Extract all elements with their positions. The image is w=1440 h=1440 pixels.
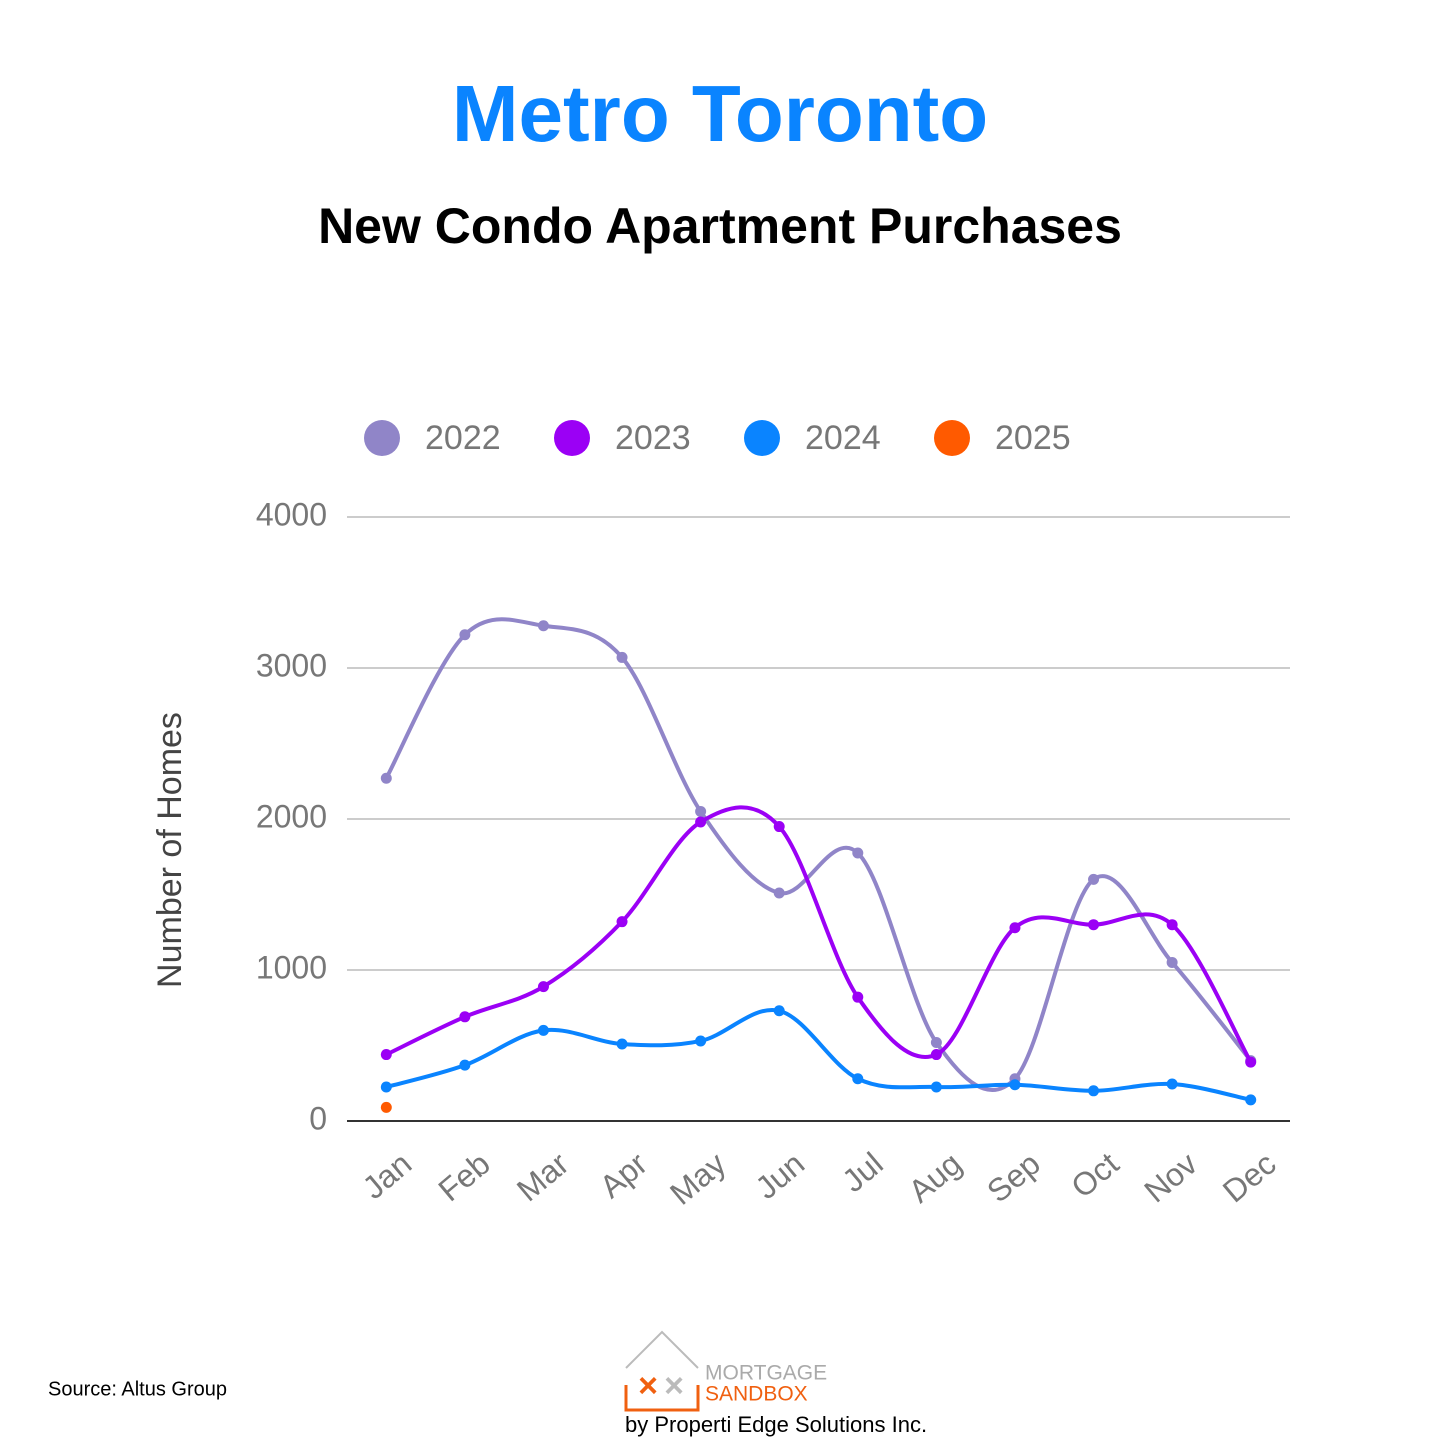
legend-label: 2022 <box>425 419 501 457</box>
data-point <box>1245 1094 1257 1106</box>
logo-mark: × <box>638 1367 658 1405</box>
x-tick-label: Aug <box>902 1145 969 1209</box>
chart-title: Metro Toronto <box>452 69 988 158</box>
x-tick-label: Oct <box>1064 1145 1125 1205</box>
data-point <box>1009 1079 1021 1091</box>
data-point <box>1088 873 1100 885</box>
source: Source: Altus Group <box>48 1378 227 1400</box>
x-tick-label: Sep <box>980 1145 1047 1209</box>
data-point <box>537 981 549 993</box>
x-tick-label: Feb <box>431 1145 496 1208</box>
x-tick-label: May <box>663 1145 732 1211</box>
y-tick-label: 4000 <box>256 496 327 532</box>
x-tick-label: Apr <box>593 1145 655 1205</box>
x-tick-label: Mar <box>510 1145 576 1208</box>
x-tick-label: Nov <box>1137 1145 1204 1209</box>
data-point <box>1009 922 1021 934</box>
data-point <box>616 916 628 928</box>
data-point <box>380 1049 392 1061</box>
data-point <box>695 805 707 817</box>
logo-mark: × <box>664 1367 684 1405</box>
data-point <box>459 629 471 641</box>
y-tick-label: 3000 <box>256 647 327 683</box>
legend-swatch <box>554 420 590 456</box>
legend-swatch <box>364 420 400 456</box>
data-point <box>930 1036 942 1048</box>
data-point <box>1166 1078 1178 1090</box>
y-tick-label: 0 <box>309 1100 327 1136</box>
data-point <box>1088 919 1100 931</box>
data-point <box>695 816 707 828</box>
series <box>380 617 1257 1092</box>
data-point <box>1166 919 1178 931</box>
series-line <box>385 805 1253 1064</box>
y-tick-label: 1000 <box>256 949 327 985</box>
data-point <box>1166 956 1178 968</box>
x-tick-label: Jan <box>356 1145 419 1206</box>
data-point <box>930 1081 942 1093</box>
data-point <box>1245 1056 1257 1068</box>
data-point <box>459 1011 471 1023</box>
data-point <box>695 1035 707 1047</box>
data-point <box>380 1081 392 1093</box>
logo-byline: by Properti Edge Solutions Inc. <box>625 1412 927 1437</box>
data-point <box>852 991 864 1003</box>
legend-swatch <box>744 420 780 456</box>
legend-label: 2024 <box>805 419 881 457</box>
data-point <box>1088 1085 1100 1097</box>
data-point <box>773 887 785 899</box>
logo-text: SANDBOX <box>705 1383 808 1406</box>
legend-label: 2025 <box>995 419 1071 457</box>
data-point <box>616 1038 628 1050</box>
series <box>380 1005 1257 1106</box>
data-point <box>537 620 549 632</box>
x-tick-label: Dec <box>1216 1145 1283 1209</box>
data-point <box>380 1101 392 1113</box>
chart-subtitle: New Condo Apartment Purchases <box>318 198 1122 254</box>
logo-box <box>624 1385 700 1412</box>
logo-roof <box>625 1330 699 1369</box>
data-point <box>773 821 785 833</box>
legend-label: 2023 <box>615 419 691 457</box>
data-point <box>537 1024 549 1036</box>
data-point <box>852 847 864 859</box>
x-tick-label: Jul <box>835 1145 889 1199</box>
data-point <box>616 651 628 663</box>
data-point <box>380 772 392 784</box>
series <box>380 1101 392 1113</box>
data-point <box>930 1049 942 1061</box>
y-tick-label: 2000 <box>256 798 327 834</box>
logo: × × MORTGAGE SANDBOX by Properti Edge So… <box>624 1330 927 1437</box>
legend-swatch <box>934 420 970 456</box>
x-tick-label: Jun <box>748 1145 811 1206</box>
series-line <box>384 617 1253 1092</box>
logo-text: MORTGAGE <box>705 1362 827 1385</box>
data-point <box>459 1059 471 1071</box>
series <box>380 805 1257 1068</box>
data-point <box>852 1073 864 1085</box>
data-point <box>773 1005 785 1017</box>
series-line <box>385 1007 1252 1102</box>
y-axis-label: Number of Homes <box>151 712 189 988</box>
